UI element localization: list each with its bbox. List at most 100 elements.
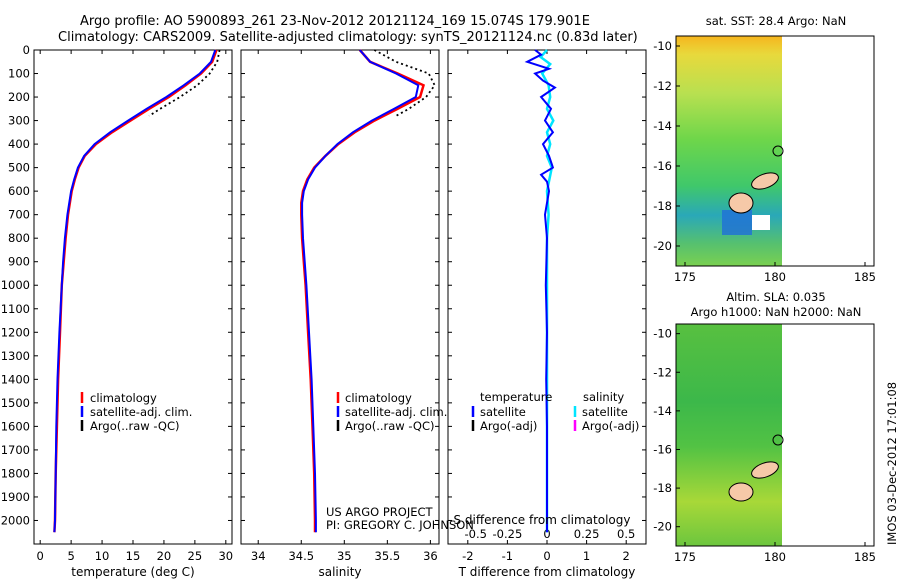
salinity-axis-title: salinity: [318, 565, 361, 579]
x-tick-label: -2: [462, 549, 473, 563]
legend-title-temperature: temperature: [480, 390, 552, 404]
x-tick-label: 34: [251, 549, 266, 563]
y-tick-label: 1100: [1, 302, 30, 316]
map-y-tick-label: -14: [653, 404, 672, 418]
t-difference-axis-title: T difference from climatology: [458, 565, 636, 579]
argo-position-marker: [772, 434, 784, 446]
x-tick-label: 0: [37, 549, 44, 563]
map-y-tick-label: -16: [653, 442, 672, 456]
y-tick-label: 1400: [1, 372, 30, 386]
map-y-tick-label: -14: [653, 119, 672, 133]
argo-position-marker: [772, 145, 784, 157]
legend-label-argo: Argo(..raw -QC): [345, 419, 435, 433]
series-line-climatology: [300, 49, 426, 533]
y-tick-label: 400: [8, 137, 30, 151]
y-tick-label: 1200: [1, 325, 30, 339]
top-x-tick-label: 0.5: [617, 527, 635, 541]
temperature-x-ticks: 0 5 10 15 20 25 30: [37, 50, 233, 563]
fiji-vanua-levu: [751, 172, 779, 190]
legend-label-climatology: climatology: [345, 391, 412, 405]
sst-cold-patch: [722, 210, 752, 235]
map-y-tick-label: -18: [653, 199, 672, 213]
map-x-tick-label: 175: [674, 270, 696, 284]
map-y-tick-label: -10: [653, 39, 672, 53]
y-tick-label: 800: [8, 231, 30, 245]
x-tick-label: 35: [337, 549, 352, 563]
series-line-climatology: [53, 49, 218, 533]
legend-label-argo: Argo(..raw -QC): [90, 419, 180, 433]
fiji-vanua-levu: [751, 461, 779, 479]
temperature-lines: [53, 49, 221, 533]
x-tick-label: 15: [126, 549, 141, 563]
map-y-tick-label: -20: [653, 239, 672, 253]
fiji-viti-levu: [728, 482, 754, 502]
sst-missing-patch: [752, 215, 770, 230]
y-tick-label: 900: [8, 255, 30, 269]
y-tick-label: 1700: [1, 443, 30, 457]
series-line-temperature-satellite: [524, 49, 557, 533]
x-tick-label: 35.5: [375, 549, 401, 563]
legend-label-s-satellite: satellite: [582, 405, 628, 419]
map-x-tick-label: 185: [854, 270, 876, 284]
pi-credit: PI: GREGORY C. JOHNSON: [326, 518, 474, 532]
sla-map: [675, 323, 875, 547]
y-tick-label: 1500: [1, 396, 30, 410]
legend-label-t-satellite: satellite: [480, 405, 526, 419]
y-tick-label: 1600: [1, 419, 30, 433]
sst-map-ticks: 175 180 185 -10 -12 -14 -16 -18 -20: [653, 39, 876, 284]
y-tick-label: 300: [8, 114, 30, 128]
top-x-tick-label: -0.5: [464, 527, 486, 541]
y-tick-label: 200: [8, 90, 30, 104]
climatology-title: Climatology: CARS2009. Satellite-adjuste…: [58, 30, 638, 45]
temperature-panel-frame: [33, 49, 233, 545]
map-x-tick-label: 180: [764, 550, 786, 564]
y-tick-label: 0: [23, 43, 30, 57]
salinity-panel-frame: [240, 49, 440, 545]
legend-label-climatology: climatology: [90, 391, 157, 405]
legend-label-satellite: satellite-adj. clim.: [345, 405, 447, 419]
y-tick-label: 1000: [1, 278, 30, 292]
series-line-satellite-adj-clim-: [53, 49, 217, 533]
legend-label-s-argo: Argo(-adj): [582, 419, 639, 433]
fiji-viti-levu: [728, 192, 754, 214]
salinity-legend: climatology satellite-adj. clim. Argo(..…: [336, 391, 447, 433]
temperature-axis-title: temperature (deg C): [71, 565, 194, 579]
y-tick-label: 1300: [1, 349, 30, 363]
salinity-lines: [300, 49, 436, 533]
difference-legend-salinity: salinity satellite Argo(-adj): [573, 390, 639, 433]
x-tick-label: 25: [188, 549, 203, 563]
y-tick-label: 1800: [1, 466, 30, 480]
legend-title-salinity: salinity: [583, 390, 624, 404]
sla-heatmap-fill: [676, 324, 782, 546]
x-tick-label: -1: [502, 549, 513, 563]
legend-label-t-argo: Argo(-adj): [480, 419, 537, 433]
salinity-x-ticks: 34 34.5 35 35.5 36: [251, 50, 438, 563]
difference-x-ticks: -2 -1 0 1 2 -0.5 -0.25 0 0.25 0.5: [462, 50, 635, 563]
legend-label-satellite: satellite-adj. clim.: [90, 405, 192, 419]
x-tick-label: 20: [157, 549, 172, 563]
map-x-tick-label: 175: [674, 550, 696, 564]
y-tick-label: 1900: [1, 490, 30, 504]
imos-timestamp: IMOS 03-Dec-2012 17:01:08: [885, 381, 899, 545]
difference-legend-temperature: temperature satellite Argo(-adj): [471, 390, 552, 433]
top-x-tick-label: 0.25: [574, 527, 600, 541]
x-tick-label: 34.5: [288, 549, 314, 563]
sla-map-subtitle: Argo h1000: NaN h2000: NaN: [691, 305, 862, 319]
map-x-tick-label: 180: [764, 270, 786, 284]
y-tick-label: 600: [8, 184, 30, 198]
y-tick-label: 500: [8, 161, 30, 175]
series-line-satellite-adj-clim-: [301, 49, 420, 533]
y-tick-label: 100: [8, 67, 30, 81]
map-y-tick-label: -18: [653, 481, 672, 495]
map-y-tick-label: -10: [653, 327, 672, 341]
x-tick-label: 10: [95, 549, 110, 563]
map-y-tick-label: -12: [653, 79, 672, 93]
sst-map: [675, 35, 875, 267]
map-x-tick-label: 185: [854, 550, 876, 564]
x-tick-label: 30: [218, 549, 233, 563]
s-difference-axis-title: S difference from climatology: [454, 513, 631, 527]
top-x-tick-label: 0: [543, 527, 550, 541]
map-y-tick-label: -12: [653, 365, 672, 379]
series-line-argo-raw-qc-: [148, 49, 221, 117]
